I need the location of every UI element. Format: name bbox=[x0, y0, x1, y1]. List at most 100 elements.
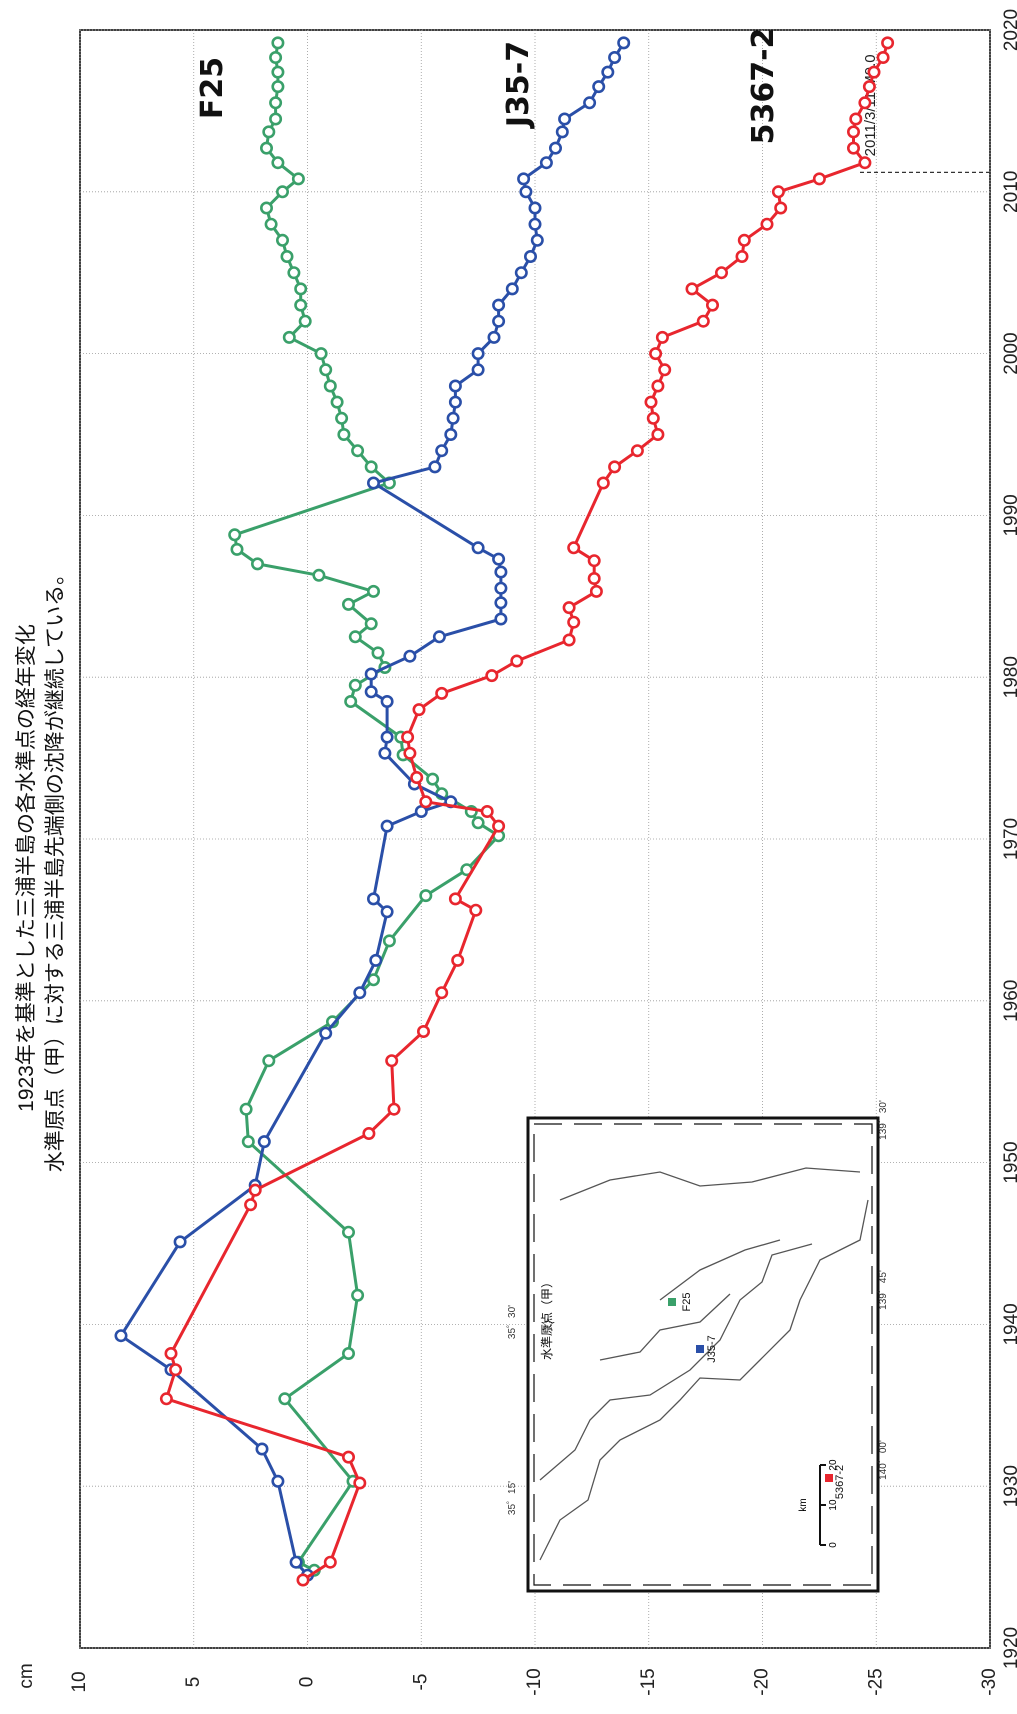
inset-station-label: 5367-2 bbox=[834, 1465, 846, 1499]
series-label: J35-7 bbox=[501, 41, 536, 129]
y-tick-label: 5 bbox=[183, 1677, 204, 1688]
inset-origin-label: 水準原点（甲） bbox=[539, 1276, 554, 1360]
data-point bbox=[655, 330, 669, 344]
data-point bbox=[448, 379, 462, 393]
series-5367-2 bbox=[159, 36, 895, 1587]
data-point bbox=[858, 96, 872, 110]
data-point bbox=[771, 185, 785, 199]
chart-subtitle: 水準原点（甲）に対する三浦半島先端側の沈降が継続している。 bbox=[44, 564, 67, 1172]
data-point bbox=[351, 444, 365, 458]
data-point bbox=[262, 1054, 276, 1068]
data-point bbox=[494, 596, 508, 610]
x-tick-label: 1950 bbox=[1001, 1141, 1017, 1183]
data-point bbox=[416, 1025, 430, 1039]
data-point bbox=[737, 233, 751, 247]
data-point bbox=[444, 427, 458, 441]
data-point bbox=[380, 694, 394, 708]
data-point bbox=[494, 565, 508, 579]
series-label: 5367-2 bbox=[746, 28, 781, 145]
data-point bbox=[271, 1474, 285, 1488]
data-point bbox=[403, 649, 417, 663]
data-point bbox=[867, 65, 881, 79]
x-tick-label: 2010 bbox=[1001, 171, 1017, 213]
data-point bbox=[601, 65, 615, 79]
data-point bbox=[492, 552, 506, 566]
x-tick-label: 1930 bbox=[1001, 1465, 1017, 1507]
data-point bbox=[617, 36, 631, 50]
data-point bbox=[244, 1198, 258, 1212]
data-point bbox=[492, 298, 506, 312]
data-point bbox=[241, 1135, 255, 1149]
data-point bbox=[705, 298, 719, 312]
data-point bbox=[364, 667, 378, 681]
data-point bbox=[812, 172, 826, 186]
data-point bbox=[528, 201, 542, 215]
data-point bbox=[471, 816, 485, 830]
data-point bbox=[278, 1392, 292, 1406]
data-point bbox=[264, 217, 278, 231]
data-point bbox=[230, 542, 244, 556]
x-tick-label: 1980 bbox=[1001, 656, 1017, 698]
data-point bbox=[364, 460, 378, 474]
x-tick-label: 2000 bbox=[1001, 332, 1017, 374]
inset-coastline bbox=[539, 1167, 869, 1561]
data-point bbox=[314, 347, 328, 361]
data-point bbox=[382, 934, 396, 948]
data-point bbox=[248, 1183, 262, 1197]
data-point bbox=[469, 903, 483, 917]
data-point bbox=[351, 1288, 365, 1302]
x-tick-label: 1920 bbox=[1001, 1627, 1017, 1669]
data-point bbox=[685, 282, 699, 296]
data-point bbox=[432, 630, 446, 644]
data-point bbox=[774, 201, 788, 215]
data-point bbox=[348, 630, 362, 644]
data-point bbox=[401, 730, 415, 744]
series-j35-7 bbox=[114, 36, 631, 1582]
data-point bbox=[446, 411, 460, 425]
x-tick-label: 1960 bbox=[1001, 980, 1017, 1022]
y-tick-label: 0 bbox=[297, 1677, 318, 1688]
y-tick-label: 10 bbox=[69, 1671, 90, 1692]
data-point bbox=[487, 330, 501, 344]
data-point bbox=[562, 601, 576, 615]
data-point bbox=[494, 581, 508, 595]
inset-lon-label: 140゜00' bbox=[877, 1440, 889, 1480]
data-point bbox=[651, 427, 665, 441]
inset-station-5367-2-marker bbox=[825, 1474, 833, 1482]
data-point bbox=[517, 172, 531, 186]
data-point bbox=[858, 156, 872, 170]
data-point bbox=[271, 156, 285, 170]
data-point bbox=[341, 1225, 355, 1239]
data-point bbox=[159, 1392, 173, 1406]
chart-title: 1923年を基準とした三浦半島の各水準点の経年変化 bbox=[15, 624, 38, 1112]
data-point bbox=[410, 770, 424, 784]
data-point bbox=[548, 141, 562, 155]
scale-tick: 0 bbox=[828, 1542, 839, 1548]
data-point bbox=[567, 541, 581, 555]
data-point bbox=[271, 65, 285, 79]
data-point bbox=[341, 597, 355, 611]
data-point bbox=[323, 1555, 337, 1569]
data-point bbox=[562, 633, 576, 647]
data-point bbox=[341, 1347, 355, 1361]
data-point bbox=[419, 889, 433, 903]
data-point bbox=[282, 330, 296, 344]
data-point bbox=[505, 282, 519, 296]
data-point bbox=[760, 217, 774, 231]
inset-lon-label: 139゜30' bbox=[877, 1100, 889, 1140]
data-point bbox=[846, 141, 860, 155]
data-point bbox=[448, 395, 462, 409]
data-point bbox=[335, 411, 349, 425]
data-point bbox=[287, 266, 301, 280]
series-label: F25 bbox=[195, 57, 230, 119]
data-point bbox=[289, 1555, 303, 1569]
data-point bbox=[583, 96, 597, 110]
data-point bbox=[257, 1135, 271, 1149]
inset-station-f25-marker bbox=[668, 1298, 676, 1306]
data-point bbox=[471, 347, 485, 361]
inset-graticule-labels: 35゜30' 35゜15' 139゜30' 139゜45' 140゜00' bbox=[506, 1100, 889, 1515]
data-point bbox=[412, 703, 426, 717]
x-axis: 1920 1930 1940 1950 1960 1970 1980 1990 2000 2010… bbox=[1001, 9, 1017, 1669]
y-tick-label: -15 bbox=[638, 1668, 659, 1695]
data-point bbox=[364, 685, 378, 699]
